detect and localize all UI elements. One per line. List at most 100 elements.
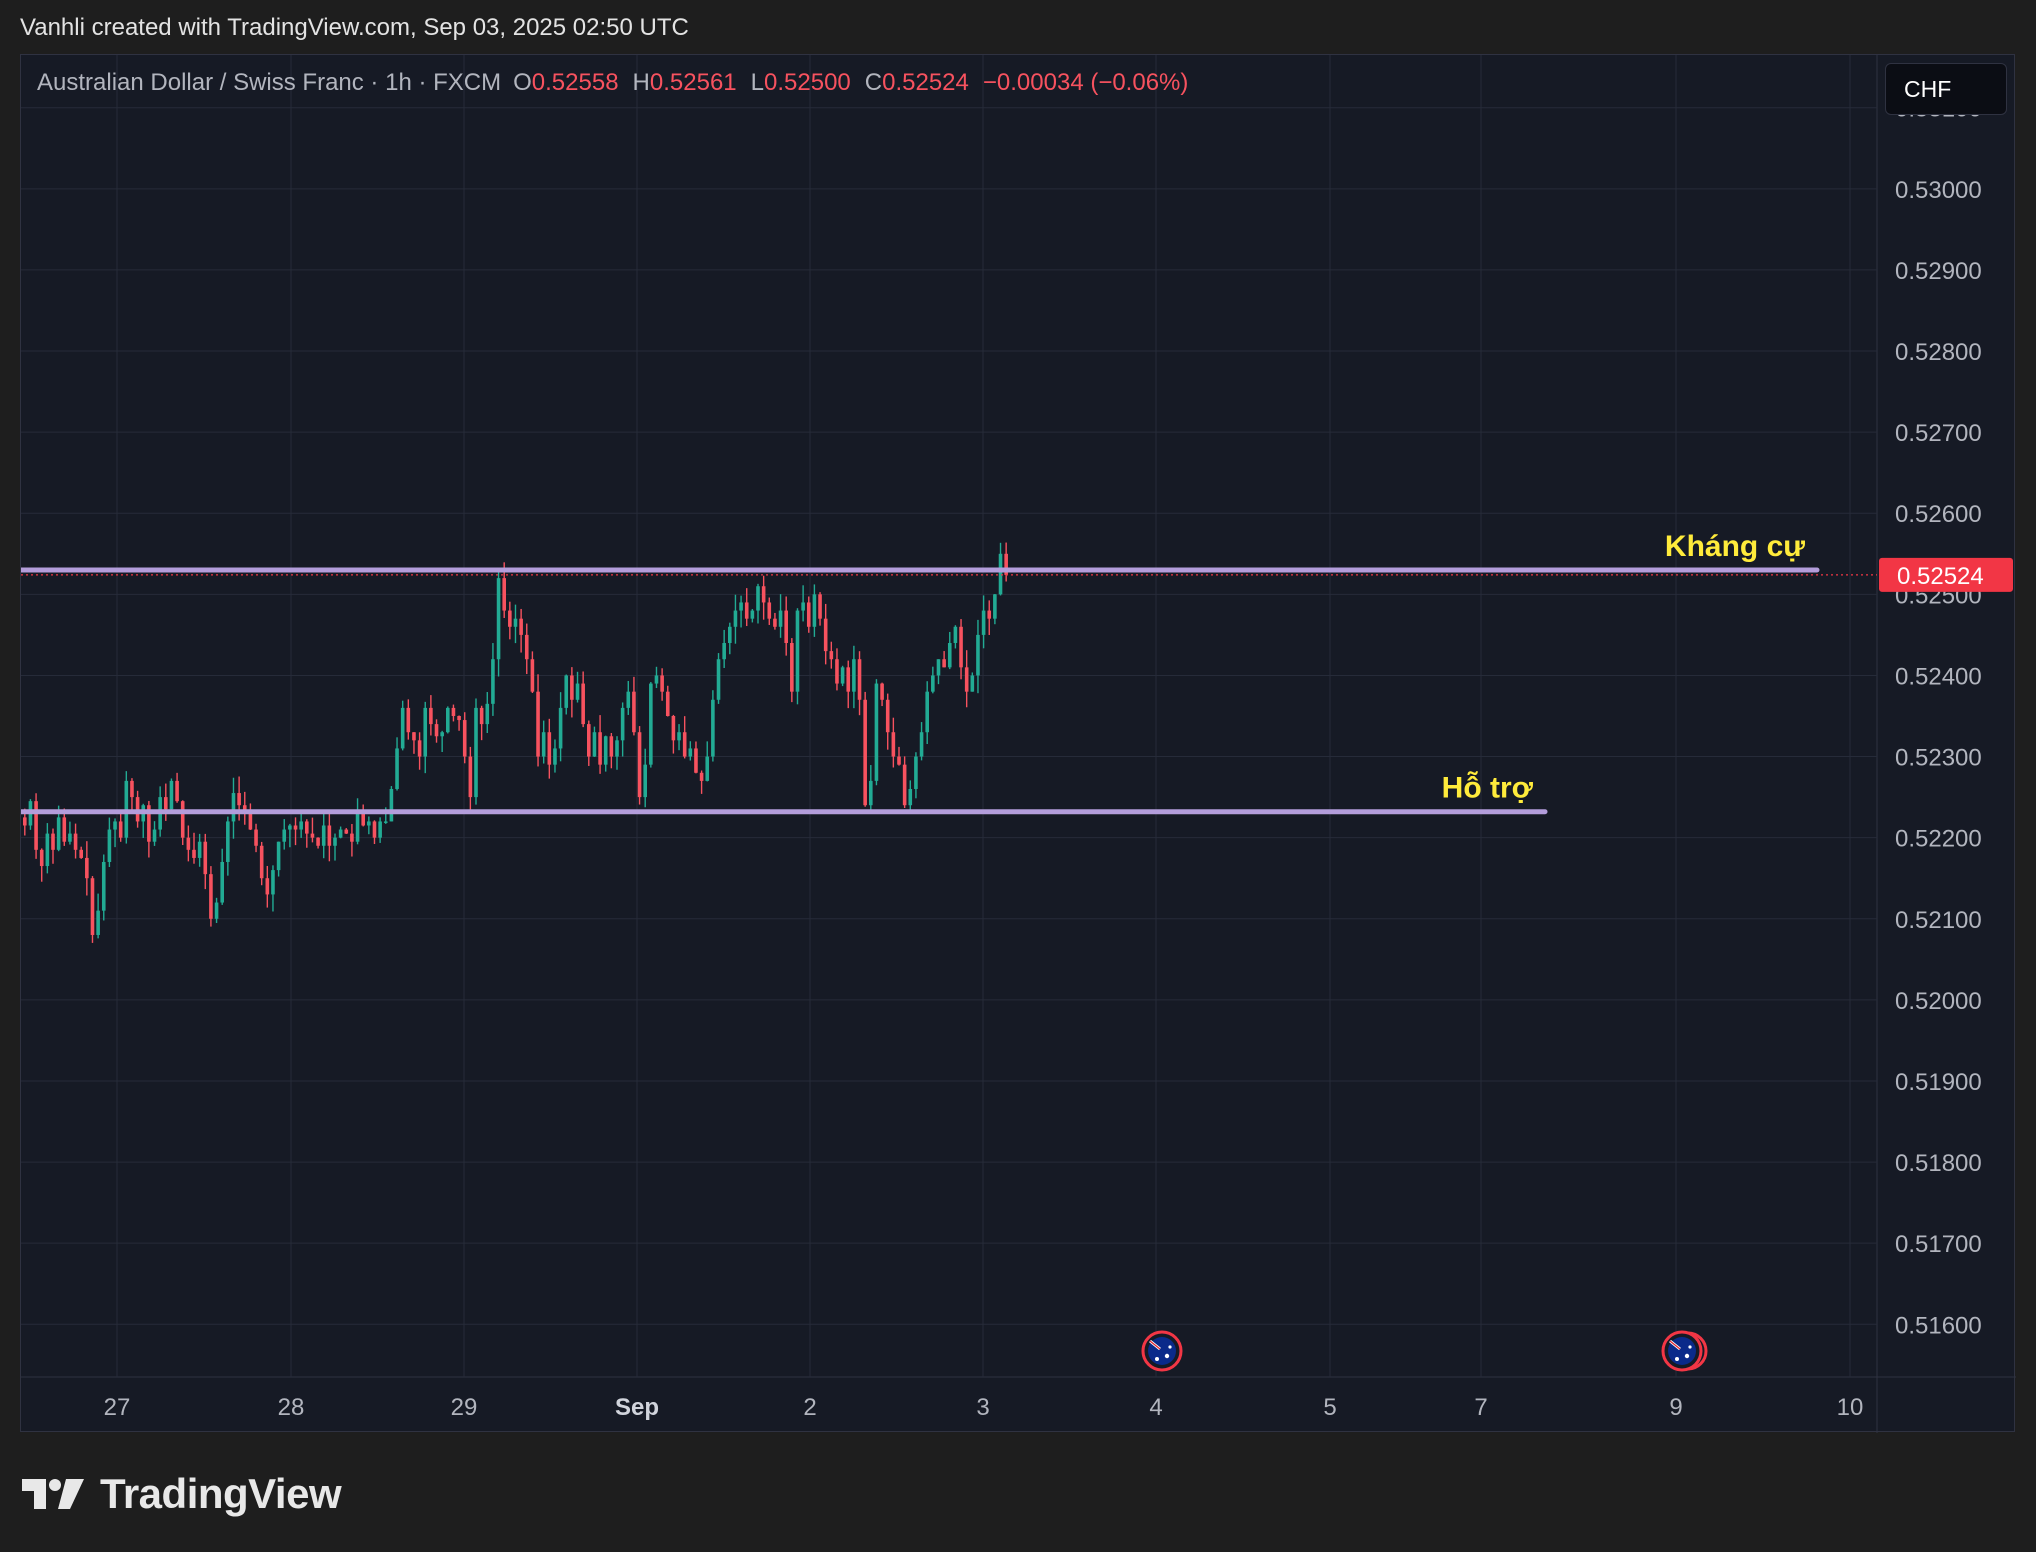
candle-body bbox=[654, 675, 659, 684]
candle-body bbox=[293, 825, 298, 830]
candle-body bbox=[350, 833, 354, 842]
candle-body bbox=[987, 610, 992, 619]
candle-body bbox=[271, 870, 275, 895]
candle-body bbox=[457, 716, 461, 721]
candle-body bbox=[321, 825, 326, 846]
candle-body bbox=[575, 683, 580, 700]
candle-body bbox=[56, 817, 61, 850]
candle-body bbox=[818, 594, 822, 619]
candle-body bbox=[970, 675, 975, 692]
candle-body bbox=[891, 732, 896, 757]
candle-body bbox=[282, 829, 287, 842]
candle-body bbox=[214, 902, 219, 919]
high-value: 0.52561 bbox=[649, 69, 737, 96]
candle-body bbox=[226, 821, 230, 862]
candle-body bbox=[192, 849, 196, 858]
candle-body bbox=[598, 732, 602, 765]
price-tick-label: 0.52600 bbox=[1895, 501, 1982, 528]
high-label: H bbox=[632, 69, 650, 96]
candle-body bbox=[344, 829, 349, 834]
candle-body bbox=[395, 748, 399, 789]
candle-body bbox=[378, 821, 382, 838]
candle-body bbox=[383, 821, 388, 823]
time-tick-label: 10 bbox=[1837, 1394, 1864, 1421]
time-tick-label: 29 bbox=[451, 1394, 478, 1421]
candle-body bbox=[338, 829, 343, 838]
candle-body bbox=[846, 667, 851, 692]
flag-star bbox=[1168, 1345, 1172, 1349]
candle-body bbox=[474, 707, 478, 798]
candle-body bbox=[355, 813, 360, 842]
chart-caption: Vanhli created with TradingView.com, Sep… bbox=[20, 14, 689, 41]
level-label: Hỗ trợ bbox=[1442, 771, 1534, 805]
flag-star bbox=[1688, 1345, 1692, 1349]
candle-body bbox=[113, 821, 117, 830]
candle-body bbox=[852, 659, 856, 692]
australia-flag-icon[interactable] bbox=[1661, 1330, 1708, 1372]
candle-body bbox=[998, 553, 1003, 595]
time-tick-label: 3 bbox=[976, 1394, 989, 1421]
candle-body bbox=[536, 691, 540, 757]
candle-body bbox=[101, 861, 106, 911]
event-markers bbox=[1141, 1330, 1708, 1372]
candle-body bbox=[829, 651, 834, 660]
candle-body bbox=[288, 825, 292, 830]
candle-body bbox=[547, 732, 552, 765]
low-value: 0.52500 bbox=[764, 69, 851, 96]
price-tick-label: 0.52000 bbox=[1895, 988, 1982, 1015]
candle-body bbox=[220, 861, 224, 903]
candle-body bbox=[39, 849, 44, 867]
candle-body bbox=[857, 659, 862, 700]
candle-body bbox=[85, 857, 89, 879]
candle-body bbox=[513, 618, 518, 627]
candle-body bbox=[265, 878, 270, 895]
flag-union bbox=[1669, 1340, 1681, 1350]
candle-body bbox=[1004, 553, 1008, 575]
candle-body bbox=[299, 821, 303, 830]
candle-body bbox=[400, 707, 405, 749]
candle-body bbox=[592, 732, 597, 757]
candle-body bbox=[446, 707, 450, 733]
candle-body bbox=[175, 780, 179, 802]
candle-body bbox=[908, 788, 913, 806]
time-tick-label: Sep bbox=[615, 1394, 659, 1421]
candle-body bbox=[739, 602, 743, 611]
time-tick-label: 9 bbox=[1669, 1394, 1682, 1421]
candle-body bbox=[316, 837, 320, 846]
candle-body bbox=[417, 740, 422, 757]
candle-body bbox=[869, 780, 873, 806]
candle-body bbox=[541, 732, 546, 757]
candle-body bbox=[118, 821, 123, 838]
currency-button[interactable]: CHF bbox=[1885, 63, 2007, 115]
candle-body bbox=[130, 780, 134, 798]
candle-body bbox=[254, 829, 258, 846]
candle-body bbox=[570, 675, 574, 700]
candle-body bbox=[107, 829, 112, 862]
candle-body bbox=[993, 594, 997, 619]
candle-body bbox=[609, 736, 614, 757]
candle-body bbox=[897, 756, 901, 765]
candle-body bbox=[530, 659, 535, 692]
last-price-label: 0.52524 bbox=[1897, 563, 1984, 590]
candle-body bbox=[468, 756, 473, 798]
candle-body bbox=[169, 780, 174, 810]
symbol-title[interactable]: Australian Dollar / Swiss Franc · 1h · F… bbox=[37, 69, 502, 96]
candle-body bbox=[327, 825, 332, 846]
australia-flag-icon[interactable] bbox=[1141, 1330, 1183, 1372]
change-value: −0.00034 (−0.06%) bbox=[982, 69, 1189, 96]
candle-body bbox=[231, 793, 236, 822]
price-axis: 0.531000.530000.529000.528000.527000.526… bbox=[1879, 96, 2013, 1339]
candle-body bbox=[68, 833, 72, 842]
candle-body bbox=[925, 691, 929, 733]
candle-body bbox=[874, 683, 879, 781]
candle-body bbox=[259, 845, 264, 879]
candle-body bbox=[406, 707, 411, 733]
candle-body bbox=[581, 683, 585, 725]
tradingview-logo[interactable]: TradingView bbox=[22, 1470, 342, 1518]
candle-body bbox=[637, 732, 642, 798]
candle-body bbox=[795, 610, 800, 692]
time-axis: 27 28 29 Sep 2 3 4 5 7 9 10 bbox=[104, 1394, 1864, 1421]
time-tick-label: 5 bbox=[1323, 1394, 1336, 1421]
